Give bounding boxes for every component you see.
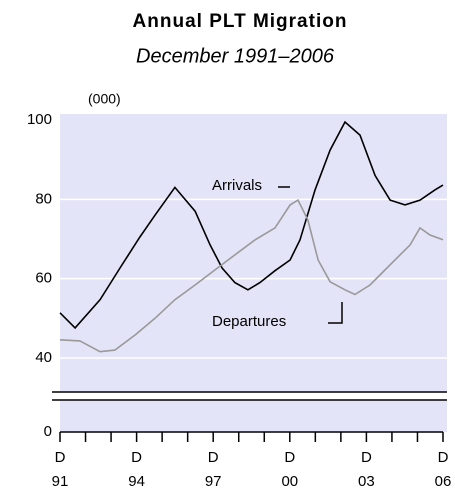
x-tick-label: D 00: [281, 449, 299, 490]
y-tick-label: 100: [27, 111, 52, 128]
y-tick-label: 60: [35, 270, 52, 287]
y-tick-label: 80: [35, 190, 52, 207]
y-unit-label: (000): [88, 91, 121, 107]
leader-line: [328, 302, 343, 324]
x-tick-label: D 91: [51, 449, 69, 490]
x-tick-label: D 03: [358, 449, 375, 490]
axis-break-gap: [52, 392, 447, 400]
series-label: Departures: [212, 313, 286, 330]
plot-background: [60, 114, 447, 432]
x-tick-label: D 97: [204, 449, 222, 490]
series-line: [59, 120, 444, 330]
x-tick-label: D 94: [128, 449, 145, 490]
y-tick-label: 40: [35, 349, 52, 366]
series-line: [59, 198, 444, 353]
chart-subtitle: December 1991–2006: [136, 45, 335, 67]
series-label: Arrivals: [212, 177, 262, 194]
chart-title: Annual PLT Migration: [133, 11, 348, 32]
y-tick-label: 0: [44, 423, 52, 440]
x-tick-label: D 06: [434, 449, 452, 490]
